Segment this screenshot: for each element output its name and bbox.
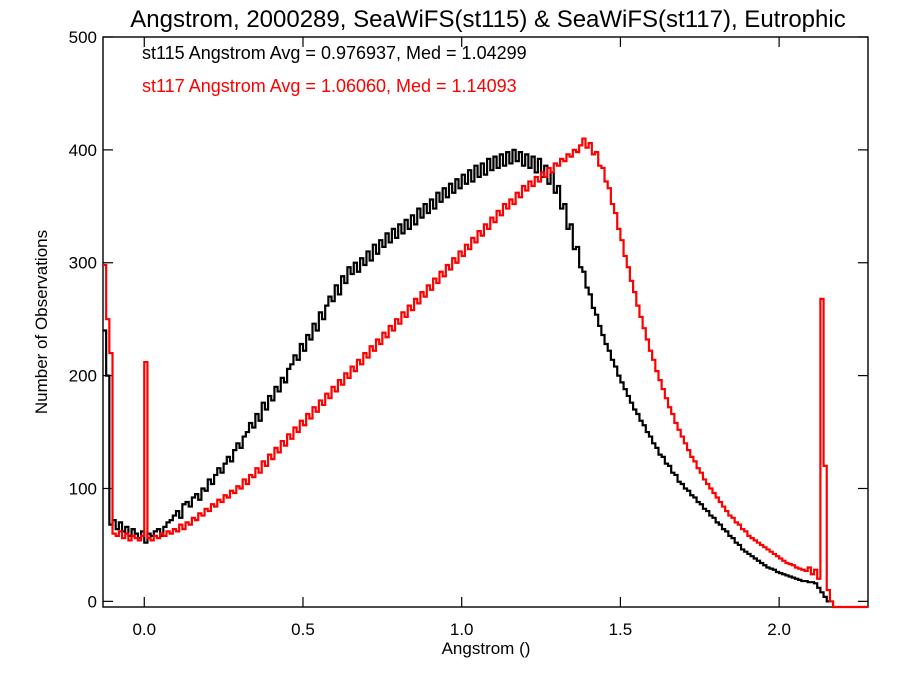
x-tick-label-2: 1.0: [450, 620, 474, 639]
annotation-st115: st115 Angstrom Avg = 0.976937, Med = 1.0…: [142, 43, 527, 63]
y-tick-label-2: 200: [69, 367, 97, 386]
chart-title: Angstrom, 2000289, SeaWiFS(st115) & SeaW…: [130, 6, 845, 33]
plot-area: [102, 36, 869, 608]
x-axis-label: Angstrom (): [442, 639, 531, 658]
y-axis-label: Number of Observations: [32, 230, 51, 414]
y-tick-label-4: 400: [69, 141, 97, 160]
series-st115: [103, 148, 830, 603]
y-tick-label-5: 500: [69, 28, 97, 47]
series-st117: [103, 137, 868, 609]
plot-layer: 0 100 200 300 400 500 0.0 0.5 1.0 1.5 2.0: [69, 28, 868, 639]
x-tick-label-3: 1.5: [609, 620, 633, 639]
x-tick-label-0: 0.0: [132, 620, 156, 639]
annotation-st117: st117 Angstrom Avg = 1.06060, Med = 1.14…: [142, 76, 517, 96]
y-tick-label-3: 300: [69, 254, 97, 273]
x-tick-label-1: 0.5: [291, 620, 315, 639]
x-tick-label-4: 2.0: [767, 620, 791, 639]
y-tick-label-1: 100: [69, 479, 97, 498]
y-tick-label-0: 0: [88, 592, 97, 611]
